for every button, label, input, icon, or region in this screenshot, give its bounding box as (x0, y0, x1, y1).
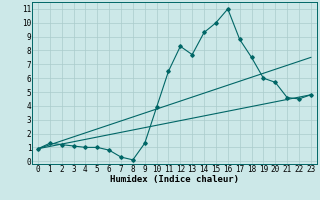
X-axis label: Humidex (Indice chaleur): Humidex (Indice chaleur) (110, 175, 239, 184)
